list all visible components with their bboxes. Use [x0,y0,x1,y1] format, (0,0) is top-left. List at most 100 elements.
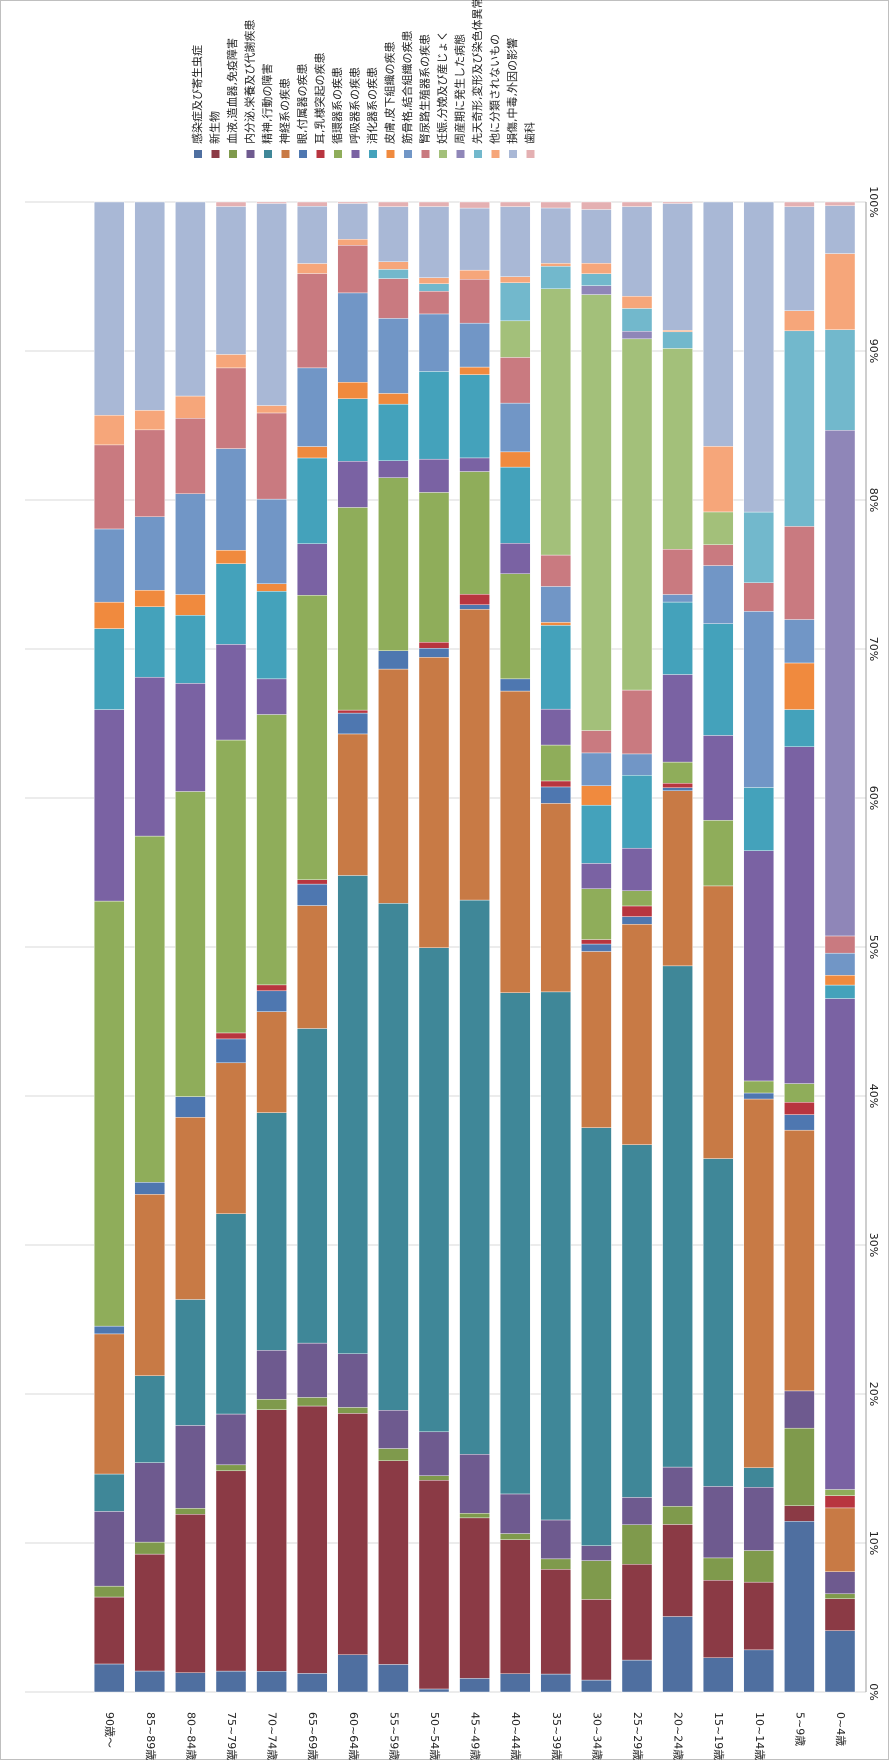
bar-segment [378,1410,409,1449]
category-label: 55~59歳 [387,1712,400,1760]
bar-segment [297,1673,328,1693]
bar-segment [418,657,450,948]
value-tick-label: 70% [867,637,880,661]
bar-segment [662,674,693,763]
bar-segment [662,787,693,791]
legend-swatch [264,150,272,158]
bar-segment [500,1539,531,1674]
bar-segment [459,899,490,1455]
bar-segment [784,1102,815,1115]
bar-segment [662,601,693,675]
bar-segment [297,1342,328,1398]
bar-segment [215,448,247,551]
bar-segment [297,457,328,544]
legend-label: 内分泌,栄養及び代謝疾患 [243,20,257,145]
bar-segment [297,273,328,369]
bar-segment [703,1580,734,1658]
bar-segment [459,201,490,209]
bar-segment [500,451,531,468]
legend-swatch [351,150,360,158]
bar-segment [743,1487,774,1551]
bar-segment [337,507,368,711]
bar-segment [134,1670,166,1693]
category-label: 70~74歳 [266,1712,279,1760]
bar-segment [256,1671,287,1693]
bar-segment [703,1486,734,1559]
category-label: 0~4歳 [834,1712,847,1746]
bar-segment [93,709,125,902]
bar-segment [743,511,774,583]
bar-segment [134,676,166,837]
bar-segment [743,1098,774,1468]
bar-segment [175,1514,206,1673]
bar-segment [500,543,531,574]
category-label: 25~29歳 [631,1712,644,1760]
legend-swatch [299,150,307,158]
bar-segment [500,276,531,283]
bar-segment [743,1080,774,1094]
bar-segment [540,288,571,556]
legend-label: 新生物 [208,111,222,144]
bar-segment [581,752,612,786]
bar-segment [175,418,206,494]
bar-segment [297,883,328,906]
bar-segment [581,273,612,286]
bar-segment [540,1519,571,1560]
bar-segment [378,668,409,904]
bar-segment [418,371,450,460]
bar-segment [337,239,368,246]
bar-segment [93,1663,125,1693]
category-label: 20~24歳 [672,1712,685,1760]
bar-segment [337,1353,368,1408]
bar-segment [337,1407,368,1414]
bar-segment [459,1678,490,1693]
legend-label: 先天奇形,変形及び染色体異常 [470,0,484,144]
bar-segment [500,402,531,453]
legend-swatch [491,150,500,158]
bar-segment [337,1654,368,1693]
bar-segment [540,1558,571,1570]
bar-segment [743,201,774,513]
bar-segment [500,357,531,404]
bar-segment [337,461,368,508]
legend-label: 他に分類されないもの [489,34,502,144]
legend-swatch [369,150,377,158]
bar-segment [378,269,409,279]
bar-segment [93,1585,125,1598]
legend-label: 歯科 [523,122,537,144]
legend-label: 腎尿路生殖器系の疾患 [418,34,432,144]
legend-label: 眼,付属器の疾患 [295,64,309,145]
bar-segment [581,1560,612,1600]
bar-segment [824,201,856,206]
value-tick-label: 0% [867,1683,880,1700]
bar-segment [500,201,531,207]
bar-segment [134,1553,166,1672]
bar-segment [134,1182,166,1195]
bar-segment [581,263,612,274]
bar-segment [215,1670,247,1693]
bar-segment [459,322,490,368]
legend-label: 損傷,中毒,外因の影響 [505,38,519,144]
bar-segment [337,1413,368,1655]
bar-segment [93,1333,125,1475]
bar-segment [175,1299,206,1426]
bar-segment [784,662,815,710]
bar-segment [784,206,815,311]
bar-segment [784,1114,815,1131]
bar-segment [418,206,450,278]
value-tick-label: 20% [867,1382,880,1406]
bar-segment [621,308,653,332]
bar-segment [215,1213,247,1415]
bar-segment [134,1375,166,1463]
bar-segment [93,444,125,530]
bar-segment [621,689,653,755]
bar-segment [581,785,612,806]
bar-segment [378,278,409,319]
bar-segment [581,1599,612,1681]
bar-segment [703,885,734,1159]
bar-segment [784,619,815,664]
bar-segment [662,1466,693,1507]
bar-segment [175,1096,206,1118]
bar-segment [581,285,612,295]
